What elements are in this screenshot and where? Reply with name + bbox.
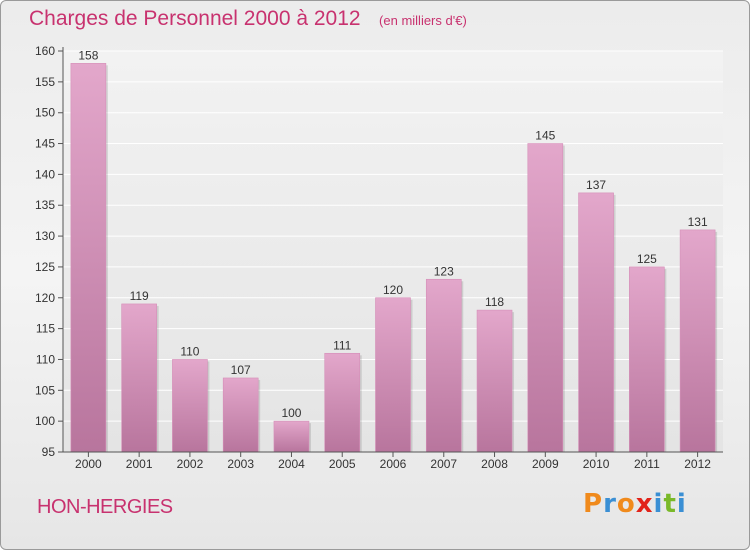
bar xyxy=(172,359,208,453)
y-tick-label: 135 xyxy=(35,198,55,212)
data-label: 123 xyxy=(434,264,454,278)
bar xyxy=(476,309,513,453)
x-tick-label: 2006 xyxy=(380,457,407,471)
x-tick-label: 2008 xyxy=(481,457,508,471)
y-tick-label: 125 xyxy=(35,260,55,274)
logo-letter: x xyxy=(635,489,654,519)
x-tick-label: 2011 xyxy=(634,457,660,471)
bar xyxy=(324,352,361,453)
y-tick-label: 120 xyxy=(35,291,55,305)
data-label: 158 xyxy=(78,48,98,62)
bar xyxy=(222,377,259,453)
y-tick-label: 115 xyxy=(36,322,55,336)
data-label: 120 xyxy=(383,283,403,297)
bar xyxy=(679,229,716,453)
logo-letter: r xyxy=(603,489,617,519)
x-tick-label: 2002 xyxy=(177,457,204,471)
bar xyxy=(629,266,665,453)
bar xyxy=(527,143,564,453)
bar xyxy=(121,303,157,453)
x-tick-label: 2004 xyxy=(278,457,305,471)
bars: 158 119 110 107 100 111 120 123 118 145 137 125 131 xyxy=(70,48,718,453)
x-tick-label: 2001 xyxy=(126,457,153,471)
logo-letter: i xyxy=(653,489,664,519)
bar xyxy=(425,278,462,453)
y-tick-label: 110 xyxy=(36,352,55,366)
logo-letter: t xyxy=(663,489,677,519)
y-tick-label: 105 xyxy=(35,383,55,397)
y-tick-label: 155 xyxy=(35,75,55,89)
x-tick-label: 2007 xyxy=(430,457,457,471)
y-tick-label: 130 xyxy=(35,229,55,243)
x-tick-label: 2012 xyxy=(684,457,711,471)
x-tick-label: 2000 xyxy=(75,457,102,471)
axes: 95 100 105 110 115 120 125 130 135 140 145 150 155 16… xyxy=(35,44,723,471)
data-label: 125 xyxy=(637,252,657,266)
x-tick-label: 2009 xyxy=(532,457,559,471)
data-label: 145 xyxy=(535,129,555,143)
bar xyxy=(578,192,614,453)
proxiti-logo[interactable]: Proxiti xyxy=(583,489,687,519)
y-tick-label: 95 xyxy=(42,445,56,459)
chart-title: Charges de Personnel 2000 à 2012 xyxy=(29,7,361,30)
data-label: 119 xyxy=(130,289,149,303)
bar xyxy=(273,420,310,453)
x-tick-label: 2003 xyxy=(227,457,254,471)
data-label: 111 xyxy=(333,338,352,352)
logo-letter: i xyxy=(676,489,687,519)
y-tick-label: 145 xyxy=(35,137,55,151)
logo-letter: o xyxy=(616,489,636,519)
x-tick-label: 2010 xyxy=(583,457,610,471)
y-tick-label: 140 xyxy=(35,167,55,181)
data-label: 107 xyxy=(231,363,251,377)
chart-subtitle: (en milliers d'€) xyxy=(379,13,467,28)
title-row: Charges de Personnel 2000 à 2012 (en mil… xyxy=(29,7,467,31)
data-label: 118 xyxy=(485,295,504,309)
place-name: HON-HERGIES xyxy=(37,496,173,518)
data-label: 131 xyxy=(688,215,708,229)
logo-letter: P xyxy=(583,489,604,519)
y-tick-label: 100 xyxy=(35,414,55,428)
bar xyxy=(375,297,411,453)
bar xyxy=(70,63,107,453)
data-label: 137 xyxy=(586,178,606,192)
y-tick-label: 150 xyxy=(35,106,55,120)
x-tick-label: 2005 xyxy=(329,457,356,471)
y-tick-label: 160 xyxy=(35,44,55,58)
data-label: 110 xyxy=(180,344,199,358)
data-label: 100 xyxy=(281,406,301,420)
